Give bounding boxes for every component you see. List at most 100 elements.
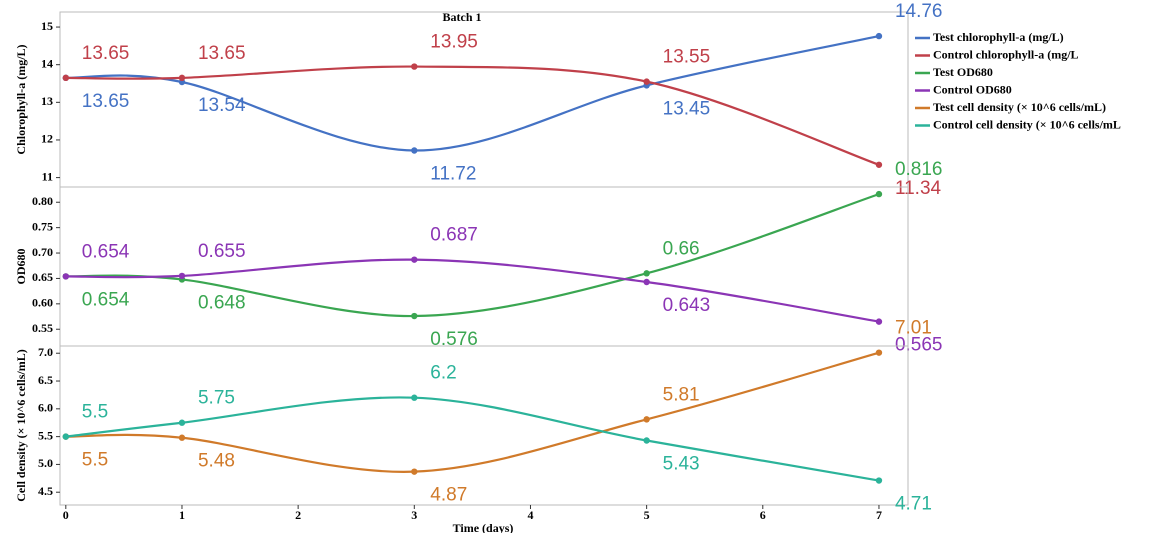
data-point [643, 270, 650, 277]
data-label: 0.648 [198, 292, 246, 313]
data-label: 14.76 [895, 1, 943, 22]
x-tick-label: 4 [527, 508, 533, 522]
y-tick-label: 0.65 [32, 270, 53, 284]
y-tick-label: 13 [41, 94, 53, 108]
y-tick-label: 6.0 [38, 401, 53, 415]
series-line [65, 65, 880, 166]
y-axis-label: Cell density (× 10^6 cells/mL) [14, 349, 28, 501]
y-tick-label: 11 [42, 169, 53, 183]
series-line [65, 258, 880, 323]
panel-frame [59, 11, 909, 188]
y-tick-label: 14 [41, 56, 53, 70]
data-label: 5.43 [663, 454, 700, 475]
data-label: 13.54 [198, 95, 246, 116]
data-label: 11.34 [895, 178, 942, 199]
x-axis-label: Time (days) [453, 521, 514, 533]
data-point [411, 394, 418, 401]
series-line [65, 396, 880, 482]
y-tick-label: 5.5 [38, 428, 53, 442]
data-label: 5.81 [663, 384, 700, 405]
x-tick-label: 0 [63, 508, 69, 522]
x-tick-label: 1 [179, 508, 185, 522]
data-point [875, 318, 883, 325]
y-axis-label: Chlorophyll-a (mg/L) [14, 44, 28, 154]
data-label: 13.45 [663, 98, 711, 119]
data-label: 0.576 [430, 329, 478, 350]
data-point [411, 147, 418, 154]
data-label: 13.65 [198, 43, 246, 64]
data-label: 0.565 [895, 335, 943, 356]
legend-label: Control cell density (× 10^6 cells/mL [933, 117, 1121, 131]
data-label: 0.655 [198, 241, 246, 262]
data-point [62, 273, 70, 280]
data-label: 5.48 [198, 451, 235, 472]
x-tick-label: 5 [644, 508, 650, 522]
data-label: 0.654 [82, 289, 130, 310]
series-line [65, 351, 880, 473]
y-tick-label: 0.80 [32, 194, 53, 208]
legend-label: Control OD680 [933, 82, 1012, 96]
y-tick-label: 0.70 [32, 245, 53, 259]
data-label: 0.66 [663, 238, 700, 259]
data-point [875, 349, 883, 356]
x-tick-label: 3 [411, 508, 417, 522]
data-point [875, 190, 883, 198]
data-label: 11.72 [430, 164, 476, 185]
data-label: 4.71 [895, 494, 932, 515]
series-line [65, 35, 880, 152]
panel-frame [59, 186, 909, 347]
panel-frame [59, 345, 909, 506]
y-tick-label: 15 [41, 19, 53, 33]
data-point [178, 434, 186, 441]
data-point [643, 278, 650, 286]
data-label: 0.654 [82, 241, 130, 262]
legend-label: Test cell density (× 10^6 cells/mL) [933, 100, 1106, 114]
data-point [875, 161, 883, 168]
data-label: 5.75 [198, 388, 235, 409]
data-label: 0.687 [430, 225, 478, 246]
data-label: 7.01 [895, 318, 932, 339]
data-point [643, 78, 650, 85]
data-point [411, 312, 418, 320]
x-tick-label: 2 [295, 508, 301, 522]
y-tick-label: 0.75 [32, 219, 53, 233]
data-label: 0.816 [895, 159, 943, 180]
data-label: 13.65 [82, 43, 130, 64]
y-tick-label: 6.5 [38, 373, 53, 387]
data-label: 5.5 [82, 450, 108, 471]
y-tick-label: 0.55 [32, 321, 53, 335]
data-point [875, 477, 883, 484]
data-point [411, 468, 418, 475]
x-tick-label: 6 [760, 508, 766, 522]
data-point [875, 32, 883, 40]
data-label: 13.55 [663, 47, 711, 68]
chart-title: Batch 1 [443, 10, 482, 24]
data-point [178, 419, 186, 426]
data-label: 0.643 [663, 295, 711, 316]
data-point [411, 63, 418, 70]
data-point [411, 256, 418, 263]
data-point [62, 433, 70, 440]
y-tick-label: 12 [41, 132, 53, 146]
legend-label: Test chlorophyll-a (mg/L) [933, 30, 1064, 44]
series-line [65, 193, 880, 318]
y-axis-label: OD680 [14, 249, 28, 285]
data-point [643, 416, 650, 423]
data-label: 13.65 [82, 91, 130, 112]
x-tick-label: 7 [876, 508, 882, 522]
data-label: 5.5 [82, 402, 108, 423]
y-tick-label: 5.0 [38, 456, 53, 470]
data-point [643, 437, 650, 444]
y-tick-label: 0.60 [32, 296, 53, 310]
data-label: 6.2 [430, 363, 456, 384]
data-point [178, 272, 186, 280]
data-point [62, 74, 70, 82]
data-label: 13.95 [430, 32, 478, 53]
y-tick-label: 7.0 [38, 345, 53, 359]
data-label: 4.87 [430, 485, 467, 506]
y-tick-label: 4.5 [38, 484, 53, 498]
legend-label: Test OD680 [933, 65, 993, 79]
legend-label: Control chlorophyll-a (mg/L [933, 47, 1079, 61]
data-point [178, 74, 186, 82]
